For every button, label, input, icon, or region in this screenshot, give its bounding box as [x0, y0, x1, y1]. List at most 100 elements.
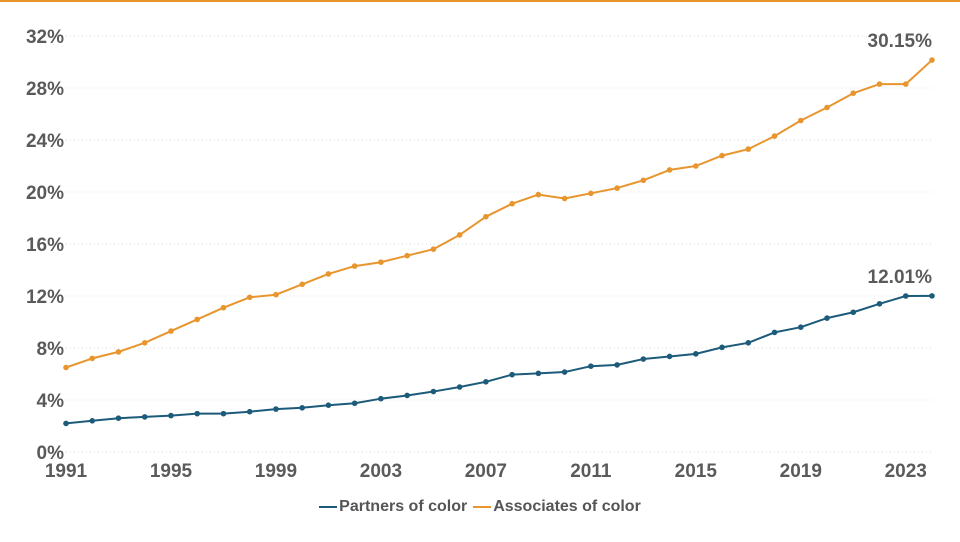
data-point — [588, 190, 594, 197]
data-point — [902, 293, 909, 299]
data-point — [220, 304, 227, 311]
data-point — [299, 405, 305, 411]
data-point — [246, 294, 253, 301]
series-end-label: 12.01% — [868, 267, 933, 288]
x-tick-label: 1995 — [150, 461, 193, 482]
data-point — [483, 213, 489, 220]
x-tick-label: 2011 — [570, 461, 612, 482]
data-point — [168, 412, 174, 419]
legend-item-partners: Partners of color — [319, 498, 467, 516]
data-point — [273, 406, 279, 412]
data-point — [89, 355, 96, 362]
y-tick-label: 8% — [37, 339, 65, 360]
data-point — [771, 133, 778, 139]
data-point — [693, 351, 699, 357]
data-point — [430, 388, 437, 395]
data-point — [141, 414, 148, 420]
series-line — [65, 294, 933, 425]
data-point — [378, 395, 384, 402]
data-point — [456, 384, 463, 390]
data-point — [141, 340, 148, 346]
data-point — [351, 400, 358, 407]
data-point — [745, 340, 752, 346]
data-point — [430, 246, 437, 252]
end-labels: 12.01% 30.15% — [868, 31, 933, 288]
data-point — [666, 353, 673, 360]
y-tick-label: 16% — [26, 235, 64, 256]
legend-swatch-associates — [473, 506, 492, 508]
legend-label-associates: Associates of color — [493, 498, 641, 515]
data-point — [509, 371, 515, 378]
data-point — [666, 167, 673, 173]
data-point — [797, 117, 804, 124]
data-point — [404, 392, 410, 399]
data-point — [115, 415, 122, 422]
data-point — [745, 146, 752, 152]
legend-label-partners: Partners of color — [339, 498, 468, 515]
data-point — [115, 349, 122, 355]
legend-item-associates: Associates of color — [473, 498, 641, 516]
data-point — [614, 362, 620, 368]
data-point — [194, 316, 201, 323]
x-tick-label: 2019 — [780, 461, 822, 482]
x-tick-label: 2007 — [465, 461, 507, 482]
y-tick-label: 0% — [37, 443, 65, 464]
data-point — [561, 369, 568, 375]
gridlines — [66, 35, 932, 453]
data-point — [63, 420, 69, 427]
data-point — [876, 301, 883, 307]
data-point — [850, 90, 857, 96]
data-point — [640, 356, 647, 362]
data-point — [902, 81, 909, 87]
data-point — [614, 185, 620, 191]
data-point — [535, 191, 542, 198]
data-point — [771, 329, 778, 336]
data-point — [509, 200, 515, 207]
y-tick-label: 4% — [37, 391, 65, 412]
y-tick-label: 32% — [26, 27, 64, 48]
data-point — [824, 104, 830, 111]
data-point — [456, 232, 463, 238]
data-point — [404, 252, 410, 259]
y-axis-ticks: 0% 4% 8% 12% 16% 20% 24% 28% 32% — [26, 27, 64, 464]
data-point — [168, 328, 174, 334]
x-axis-ticks: 1991 1995 1999 2003 2007 2011 2015 2019 2023 — [45, 461, 927, 482]
legend: Partners of color Associates of color — [0, 498, 960, 516]
data-point — [194, 410, 201, 417]
data-point — [797, 324, 804, 331]
data-point — [693, 163, 699, 169]
data-point — [378, 259, 384, 266]
data-point — [850, 309, 857, 316]
series-points — [63, 57, 935, 427]
data-point — [640, 177, 647, 184]
data-point — [273, 291, 279, 298]
data-point — [929, 57, 935, 63]
data-point — [299, 281, 305, 288]
data-point — [588, 363, 594, 370]
y-tick-label: 28% — [26, 79, 64, 100]
data-point — [535, 370, 542, 377]
data-point — [876, 81, 883, 87]
data-point — [325, 271, 332, 277]
data-point — [483, 379, 489, 385]
data-point — [325, 402, 332, 409]
data-point — [929, 293, 935, 299]
data-point — [351, 263, 358, 269]
data-point — [246, 408, 253, 415]
series-end-label: 30.15% — [868, 31, 933, 52]
data-point — [63, 364, 69, 371]
x-tick-label: 2015 — [675, 461, 718, 482]
data-point — [719, 344, 725, 351]
data-point — [89, 418, 96, 424]
x-tick-label: 2023 — [885, 461, 927, 482]
data-point — [824, 315, 830, 321]
x-tick-label: 1991 — [45, 461, 88, 482]
series-line — [65, 59, 933, 369]
y-tick-label: 12% — [26, 287, 64, 308]
x-tick-label: 1999 — [255, 461, 297, 482]
legend-swatch-partners — [319, 506, 338, 508]
data-point — [220, 410, 227, 417]
data-point — [719, 152, 725, 159]
